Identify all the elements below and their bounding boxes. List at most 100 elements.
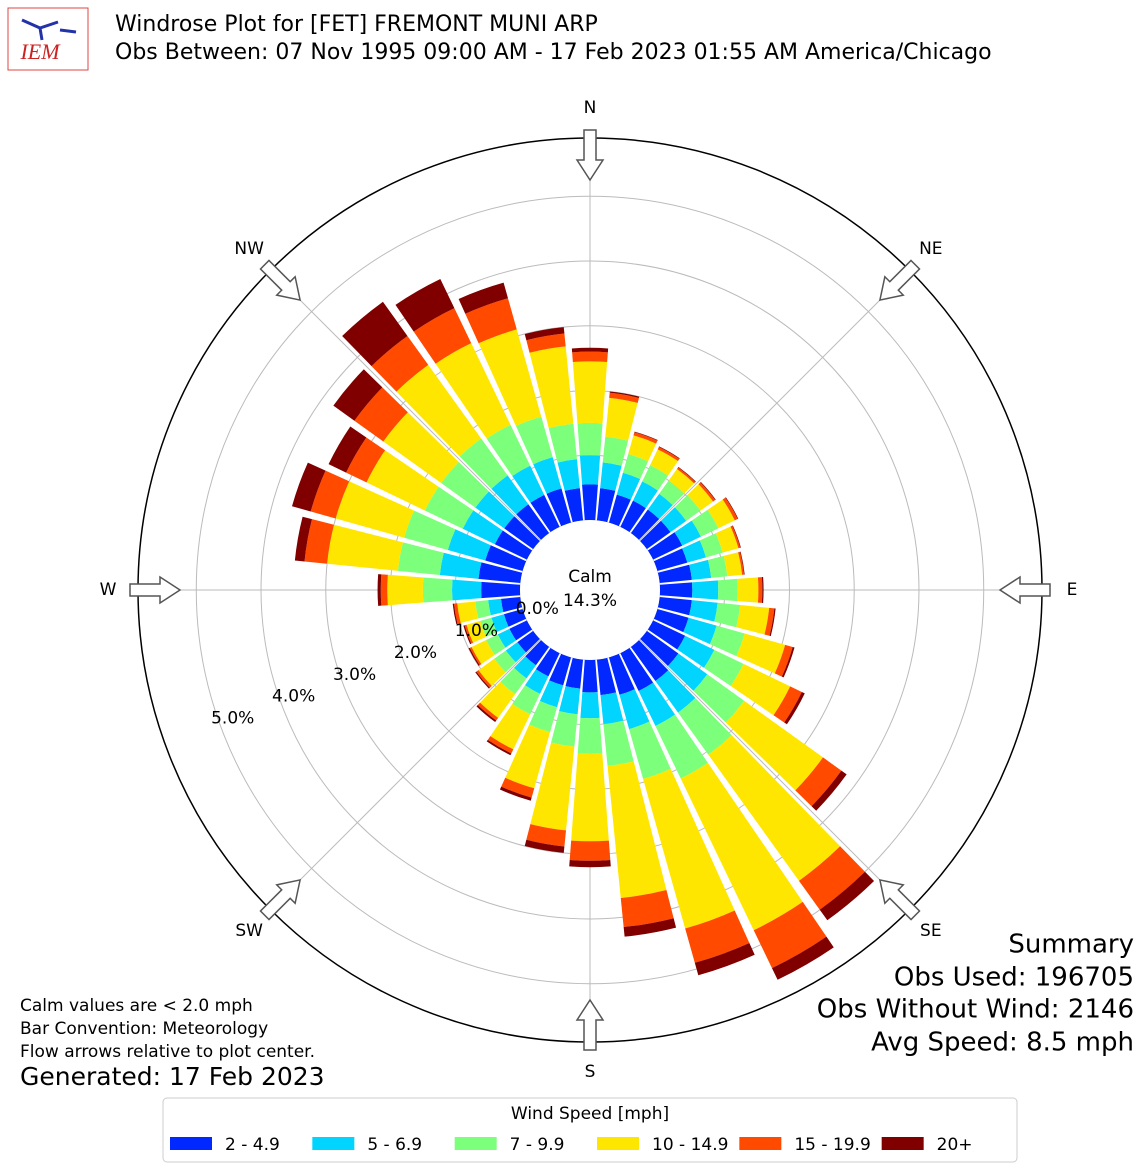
bar-segment <box>422 577 453 603</box>
bar-segment <box>526 824 567 847</box>
direction-label: E <box>1067 580 1078 600</box>
bar-segment <box>395 278 455 332</box>
bar-segment <box>488 598 504 616</box>
bar-segment <box>457 601 479 623</box>
calm-value: 14.3% <box>563 591 617 611</box>
bar-segment <box>647 532 683 560</box>
bar-segment <box>619 689 650 730</box>
bar-segment <box>819 871 875 921</box>
bar-segment <box>620 500 646 533</box>
bar-segment <box>486 424 531 477</box>
bar-segment <box>703 649 744 686</box>
bar-segment <box>397 542 444 576</box>
bar-segment <box>469 647 482 666</box>
bar-segment <box>481 581 521 599</box>
bar-segment <box>529 346 574 429</box>
bar-segment <box>459 438 508 489</box>
bar-segment <box>404 510 456 551</box>
bar-segment <box>478 562 523 584</box>
bar-segment <box>630 640 669 682</box>
plot-area: N NE E SE S SW W NW Calm 14.3%0.0% 1.0% 2.0% 3.0% 4.0… <box>100 98 1078 1082</box>
bar-segment <box>609 391 640 398</box>
bar-segment <box>622 454 649 479</box>
legend-label: 5 - 6.9 <box>367 1135 422 1155</box>
bar-segment <box>512 685 540 715</box>
bar-segment <box>691 509 719 537</box>
bar-segment <box>769 608 776 637</box>
bar-segment <box>620 647 654 691</box>
bar-segment <box>680 762 803 931</box>
bar-segment <box>564 488 584 523</box>
bar-segment <box>486 634 506 655</box>
legend: 2 - 4.9 5 - 6.9 7 - 9.9 10 - 14.9 15 - 19.9 2… <box>170 1135 973 1155</box>
legend-label: 2 - 4.9 <box>225 1135 280 1155</box>
bar-segment <box>294 516 312 562</box>
bar-segment <box>722 497 738 521</box>
bar-segment <box>634 431 658 441</box>
bar-segment <box>516 504 550 540</box>
bar-segment <box>475 491 515 529</box>
grid-spoke <box>270 639 541 910</box>
bar-segment <box>647 620 686 650</box>
bar-segment <box>603 720 634 766</box>
bar-segment <box>485 545 527 572</box>
legend-swatch <box>312 1137 355 1150</box>
logo: IEM <box>7 7 89 71</box>
bar-segment <box>725 700 823 791</box>
bar-segment <box>653 548 688 572</box>
bar-segment <box>642 465 669 491</box>
bar-segment <box>464 624 474 644</box>
bar-segment <box>499 786 532 801</box>
bar-segment <box>533 457 562 494</box>
grid-spoke <box>639 270 910 541</box>
bar-segment <box>723 552 743 577</box>
bar-segment <box>525 640 550 666</box>
bar-segment <box>387 574 424 606</box>
bar-segment <box>659 582 693 598</box>
bar-segment <box>658 446 680 459</box>
bar-segment <box>377 574 382 606</box>
bar-segment <box>441 461 489 508</box>
bar-segment <box>509 620 533 641</box>
bar-segment <box>342 301 408 367</box>
flow-arrow <box>259 259 302 302</box>
bar-segment <box>657 446 680 462</box>
bar-segment <box>577 717 603 754</box>
chart-title: Windrose Plot for [FET] FREMONT MUNI ARP <box>115 12 598 37</box>
bar-segment <box>738 551 745 575</box>
bar-segment <box>685 910 750 963</box>
bar-segment <box>632 481 658 509</box>
bar-segment <box>447 529 491 561</box>
bar-segment <box>346 437 386 483</box>
bar-segment <box>572 361 608 424</box>
bar-segment <box>539 680 564 708</box>
legend-label: 20+ <box>937 1135 973 1155</box>
bar-segment <box>795 757 842 807</box>
logo-frame <box>7 7 89 71</box>
bar-segment <box>517 630 540 653</box>
bar-segment <box>354 387 408 442</box>
bar-segment <box>638 682 676 727</box>
legend-swatch <box>881 1137 924 1150</box>
bar-segment <box>477 702 499 721</box>
bar-segment <box>730 525 741 549</box>
bar-segment <box>736 604 770 635</box>
generated: Generated: 17 Feb 2023 <box>20 1062 325 1091</box>
bar-segment <box>650 449 678 476</box>
bar-segment <box>526 333 566 353</box>
bar-segment <box>505 724 551 789</box>
bar-segment <box>551 711 578 747</box>
bar-segment <box>647 493 673 520</box>
direction-label: NE <box>919 239 942 259</box>
legend-label: 10 - 14.9 <box>652 1135 728 1155</box>
direction-label: S <box>585 1062 596 1082</box>
legend-swatch <box>170 1137 212 1150</box>
bar-segment <box>546 488 572 527</box>
bar-segment <box>708 735 841 881</box>
note: Flow arrows relative to plot center. <box>20 1042 315 1062</box>
bar-segment <box>327 524 403 571</box>
bar-segment <box>478 658 506 686</box>
bar-segment <box>580 692 600 719</box>
bar-segment <box>435 343 511 439</box>
bar-segment <box>623 918 677 937</box>
